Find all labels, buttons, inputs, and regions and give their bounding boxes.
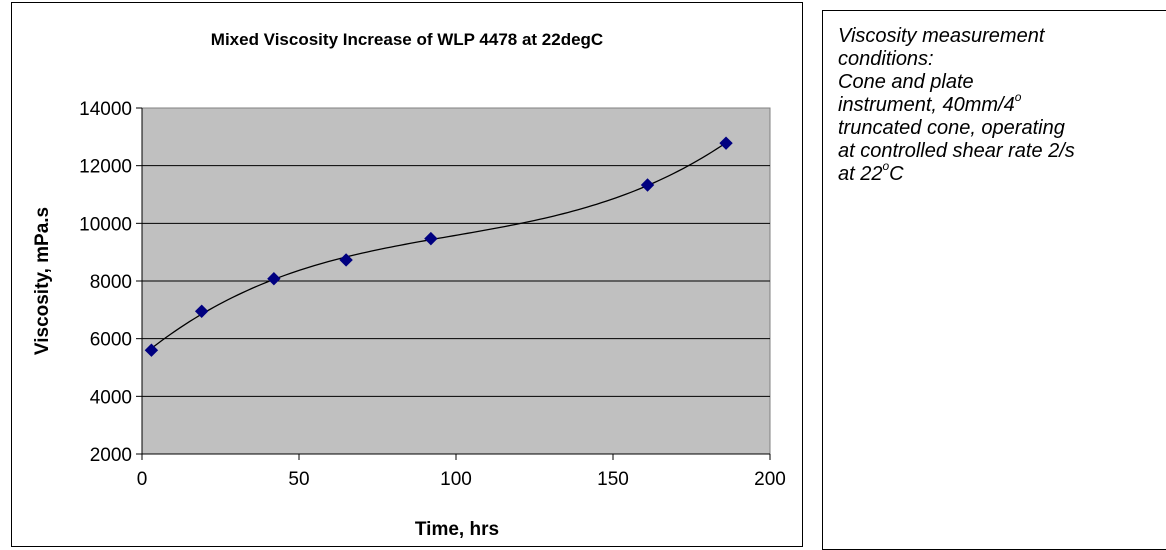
- notes-line: conditions:: [838, 48, 1166, 71]
- y-tick-label: 2000: [90, 445, 132, 466]
- y-tick-label: 12000: [79, 157, 132, 178]
- chart-title: Mixed Viscosity Increase of WLP 4478 at …: [211, 30, 603, 49]
- x-tick-label: 0: [137, 469, 148, 490]
- y-axis-label: Viscosity, mPa.s: [32, 207, 53, 355]
- trendline-group: [151, 142, 727, 349]
- x-tick-label: 50: [288, 469, 309, 490]
- degree-superscript: o: [882, 159, 890, 174]
- data-point-marker: [194, 304, 209, 318]
- chart-frame: Mixed Viscosity Increase of WLP 4478 at …: [11, 2, 803, 547]
- notes-line: Viscosity measurement: [838, 25, 1166, 48]
- data-point-marker: [339, 253, 353, 267]
- notes-text: at controlled shear rate 2/s: [838, 140, 1075, 162]
- notes-text: Viscosity measurement: [838, 25, 1045, 47]
- y-tick-label: 4000: [90, 387, 132, 408]
- grid-lines: [142, 165, 770, 397]
- y-tick-label: 10000: [79, 214, 132, 235]
- y-tick-label: 14000: [79, 99, 132, 120]
- chart-svg: Mixed Viscosity Increase of WLP 4478 at …: [32, 30, 786, 540]
- data-point-marker: [424, 231, 438, 246]
- y-tick-label: 6000: [90, 330, 132, 351]
- x-tick-label: 150: [597, 469, 629, 490]
- notes-text: C: [889, 163, 904, 185]
- notes-line: at controlled shear rate 2/s: [838, 140, 1166, 163]
- x-tick-label: 100: [440, 469, 472, 490]
- trendline: [151, 142, 727, 349]
- notes-text: truncated cone, operating: [838, 117, 1065, 139]
- data-point-marker: [719, 136, 733, 150]
- data-point-marker: [144, 343, 159, 357]
- data-points: [144, 136, 733, 357]
- notes-text: conditions:: [838, 48, 934, 70]
- x-tick-label: 200: [754, 469, 786, 490]
- data-point-marker: [267, 271, 281, 286]
- notes-line: Cone and plate: [838, 71, 1166, 94]
- measurement-notes-box: Viscosity measurement conditions: Cone a…: [822, 10, 1166, 550]
- notes-text: at 22: [838, 163, 883, 185]
- notes-line: instrument, 40mm/4o: [838, 91, 1166, 117]
- notes-line: truncated cone, operating: [838, 117, 1166, 140]
- degree-superscript: o: [1014, 90, 1022, 105]
- notes-text: instrument, 40mm/4: [838, 94, 1015, 116]
- x-axis-label: Time, hrs: [415, 519, 499, 540]
- data-point-marker: [640, 178, 655, 192]
- axes: 2000 4000 6000 8000 10000 12000 14000 0 50 100 150…: [79, 99, 786, 490]
- notes-line: at 22oC: [838, 160, 1166, 186]
- notes-text: Cone and plate: [838, 71, 974, 93]
- y-tick-label: 8000: [90, 272, 132, 293]
